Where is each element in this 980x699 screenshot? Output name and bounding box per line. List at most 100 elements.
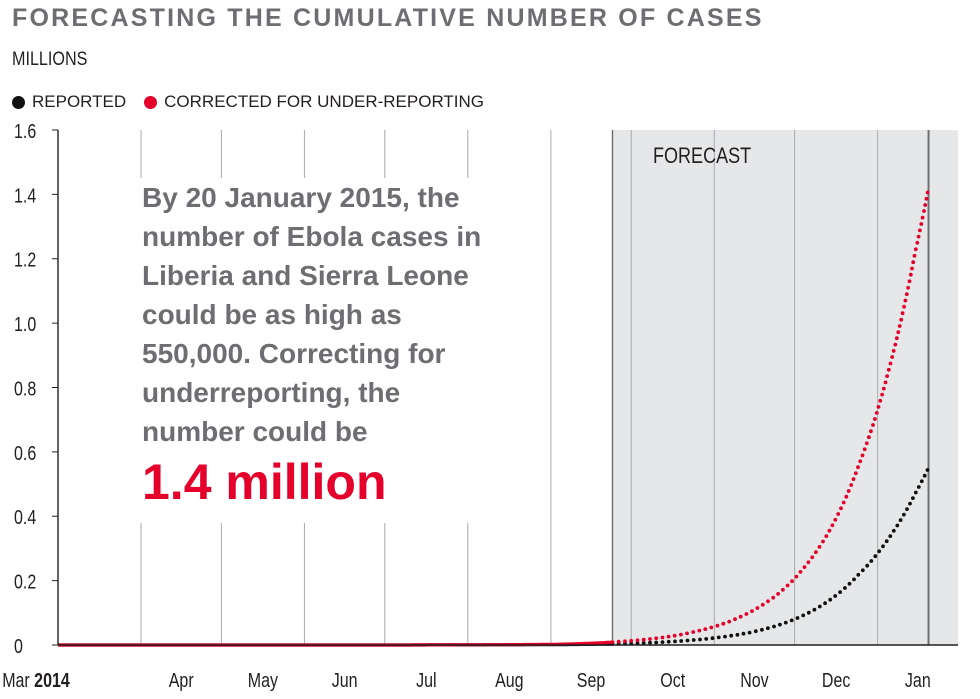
series-dot-corrected [876,405,881,409]
series-dot-corrected [904,292,909,297]
series-dot-corrected [869,429,873,434]
series-dot-corrected [919,222,924,226]
legend-item-reported: REPORTED [12,92,126,112]
series-dot-corrected [846,489,851,493]
y-tick-label: 1.4 [14,185,36,207]
series-dot-reported [873,554,878,559]
series-dot-corrected [703,627,708,631]
series-dot-corrected [862,447,867,452]
series-dot-reported [783,620,788,625]
series-dot-corrected [616,639,621,644]
x-tick-label: Nov [740,669,768,691]
series-dot-corrected [830,523,835,528]
series-dot-corrected [623,639,627,644]
series-dot-corrected [871,423,875,427]
annotation-highlight: 1.4 million [142,454,387,510]
series-dot-reported [698,637,702,642]
series-dot-corrected [912,253,917,258]
series-dot-reported [847,581,852,586]
series-dot-reported [741,631,746,636]
legend-dot-reported [12,95,25,109]
series-dot-corrected [833,517,838,522]
series-dot-reported [789,618,794,623]
series-dot-corrected [925,190,930,195]
series-dot-corrected [660,635,665,640]
series-dot-corrected [899,317,904,322]
series-dot-corrected [824,534,829,538]
series-dot-corrected [886,367,891,372]
series-dot-reported [772,624,776,629]
series-dot-corrected [755,606,760,610]
series-dot-reported [801,613,806,618]
series-dot-reported [856,572,861,577]
series-dot-reported [895,523,900,528]
x-tick-label: May [248,669,279,691]
y-tick-label: 0 [14,635,23,657]
series-dot-corrected [790,579,794,584]
series-dot-reported [654,640,659,645]
series-dot-reported [648,640,652,645]
series-dot-corrected [923,203,928,207]
series-dot-reported [635,641,640,646]
series-dot-corrected [629,638,634,643]
series-dot-reported [747,630,752,635]
series-dot-reported [905,507,909,511]
series-dot-corrected [881,386,886,391]
series-dot-corrected [810,555,815,560]
x-tick-label: Jul [416,669,436,691]
x-tick-label: Sep [577,669,605,691]
series-dot-corrected [878,398,883,403]
series-dot-corrected [635,638,640,643]
series-dot-reported [710,636,715,641]
series-dot-reported [902,512,906,517]
series-dot-corrected [685,631,689,636]
legend-item-corrected: CORRECTED FOR UNDER-REPORTING [144,92,484,112]
y-tick-label: 0.2 [14,571,36,593]
legend-label-reported: REPORTED [32,92,127,111]
series-dot-corrected [853,471,858,476]
series-dot-reported [891,528,896,533]
forecast-region [612,130,958,645]
x-tick-label: Apr [169,669,194,691]
series-dot-corrected [860,453,865,458]
series-dot-reported [913,490,918,495]
series-dot-reported [823,601,827,606]
series-dot-corrected [697,628,702,633]
series-dot-reported [685,638,690,643]
series-dot-corrected [911,260,916,265]
series-dot-reported [881,544,885,549]
forecast-label: FORECAST [653,144,751,168]
series-dot-corrected [641,637,646,642]
series-dot-corrected [610,640,615,644]
series-dot-corrected [867,435,871,440]
series-dot-reported [817,604,822,609]
series-dot-reported [919,479,924,484]
series-dot-reported [898,518,903,522]
series-dot-corrected [721,621,726,626]
series-dot-corrected [906,285,910,290]
series-dot-corrected [873,417,877,421]
series-dot-reported [843,586,847,590]
series-dot-corrected [839,506,843,511]
legend-dot-corrected [144,95,158,109]
series-dot-corrected [776,592,780,596]
series-dot-reported [806,610,811,615]
series-dot-reported [888,534,893,538]
series-dot-corrected [918,228,922,233]
series-dot-corrected [814,550,818,555]
series-dot-corrected [844,494,849,499]
series-dot-corrected [896,330,901,335]
series-dot-corrected [817,545,822,549]
series-dot-reported [666,639,671,644]
series-dot-corrected [913,247,918,252]
series-dot-corrected [827,528,832,533]
series-dot-corrected [900,311,905,316]
series-dot-corrected [915,240,920,245]
series-dot-corrected [766,599,770,604]
series-dot-reported [828,597,833,602]
y-tick-label: 0.8 [14,378,36,400]
series-dot-reported [778,622,782,627]
series-dot-reported [729,633,734,638]
units-label: MILLIONS [12,49,88,70]
